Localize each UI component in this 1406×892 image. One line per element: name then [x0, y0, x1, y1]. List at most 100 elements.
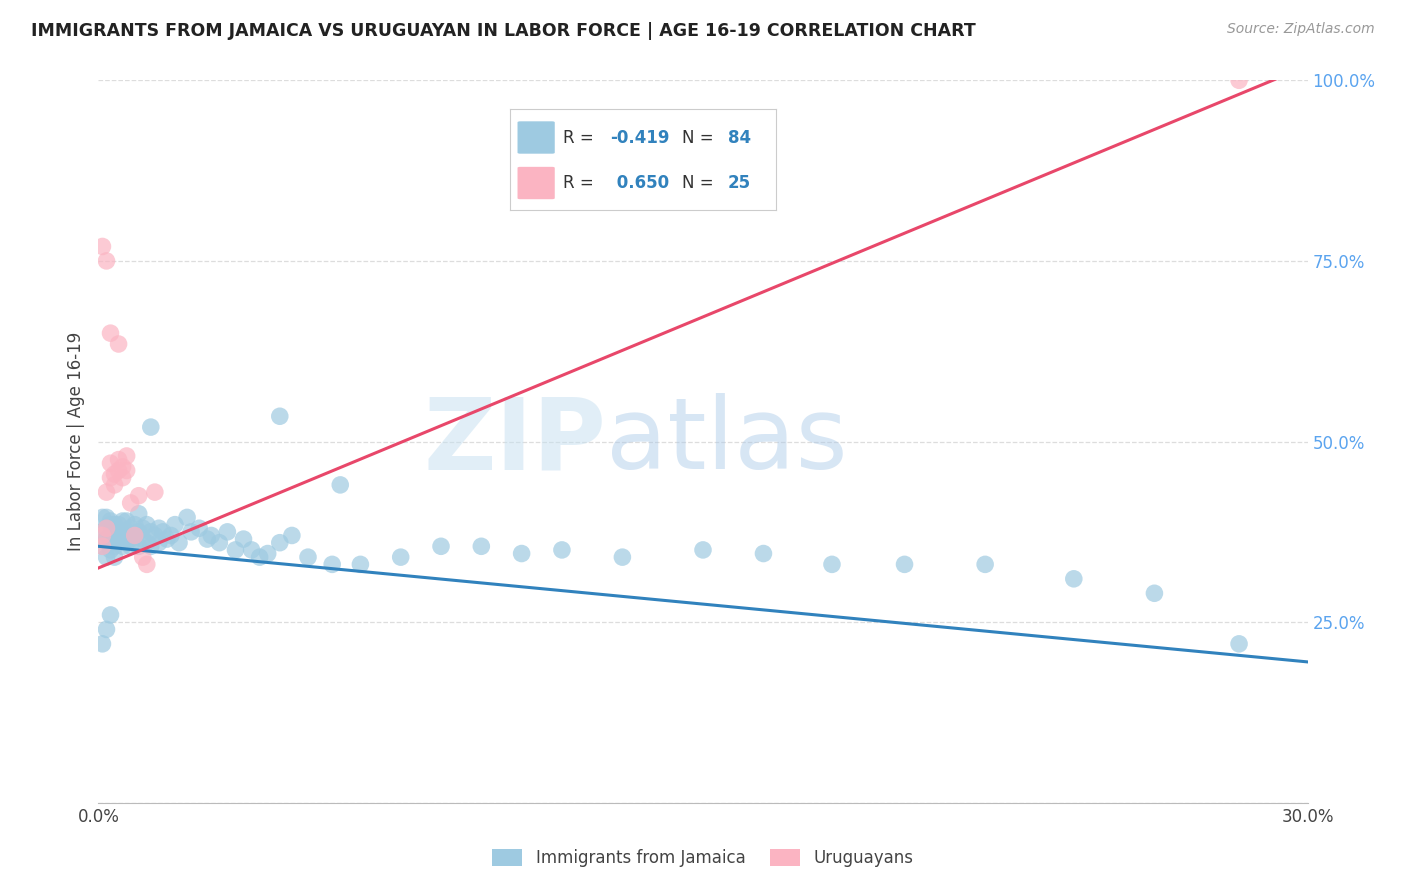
- Point: [100, 470, 122, 484]
- Point: [297, 550, 319, 565]
- Point: [180, 524, 202, 539]
- Point: [208, 535, 231, 549]
- Point: [143, 528, 166, 542]
- Point: [148, 521, 170, 535]
- Point: [107, 535, 129, 549]
- Point: [249, 550, 271, 565]
- Point: [176, 510, 198, 524]
- Point: [96, 485, 118, 500]
- Point: [96, 521, 118, 535]
- Point: [139, 539, 162, 553]
- Point: [111, 514, 134, 528]
- Point: [120, 539, 142, 553]
- Text: Source: ZipAtlas.com: Source: ZipAtlas.com: [1227, 22, 1375, 37]
- Point: [470, 539, 492, 553]
- Point: [107, 524, 129, 539]
- Point: [152, 524, 174, 539]
- Point: [100, 528, 122, 542]
- Text: ZIP: ZIP: [423, 393, 606, 490]
- Point: [135, 535, 157, 549]
- Point: [100, 456, 122, 470]
- Point: [124, 528, 146, 542]
- Point: [91, 239, 114, 253]
- Point: [120, 532, 142, 546]
- Point: [269, 535, 291, 549]
- Point: [612, 550, 634, 565]
- Point: [91, 539, 114, 553]
- Point: [115, 463, 138, 477]
- Point: [281, 528, 304, 542]
- Point: [232, 532, 254, 546]
- Point: [135, 558, 157, 572]
- Point: [111, 470, 134, 484]
- Point: [107, 337, 129, 351]
- Y-axis label: In Labor Force | Age 16-19: In Labor Force | Age 16-19: [66, 332, 84, 551]
- Point: [107, 452, 129, 467]
- Point: [111, 528, 134, 542]
- Point: [120, 496, 142, 510]
- Point: [256, 547, 278, 561]
- Point: [103, 517, 125, 532]
- Point: [510, 547, 533, 561]
- Point: [128, 539, 150, 553]
- Point: [269, 409, 291, 424]
- Point: [143, 485, 166, 500]
- Point: [107, 517, 129, 532]
- Point: [430, 539, 453, 553]
- Point: [111, 539, 134, 553]
- Point: [240, 542, 263, 557]
- Point: [821, 558, 844, 572]
- Point: [752, 547, 775, 561]
- Point: [195, 532, 218, 546]
- Point: [111, 459, 134, 474]
- Point: [132, 550, 155, 565]
- Point: [139, 524, 162, 539]
- Point: [551, 542, 574, 557]
- Point: [100, 517, 122, 532]
- Point: [103, 478, 125, 492]
- Point: [120, 521, 142, 535]
- Point: [224, 542, 246, 557]
- Point: [163, 517, 186, 532]
- Point: [103, 550, 125, 565]
- Point: [124, 528, 146, 542]
- Text: atlas: atlas: [606, 393, 848, 490]
- Point: [692, 542, 714, 557]
- Point: [91, 539, 114, 553]
- Point: [148, 535, 170, 549]
- Point: [200, 528, 222, 542]
- Point: [1143, 586, 1166, 600]
- Point: [103, 528, 125, 542]
- Point: [100, 326, 122, 340]
- Point: [217, 524, 239, 539]
- Point: [128, 524, 150, 539]
- Point: [893, 558, 915, 572]
- Point: [91, 637, 114, 651]
- Point: [139, 420, 162, 434]
- Point: [188, 521, 211, 535]
- Point: [349, 558, 371, 572]
- Point: [96, 532, 118, 546]
- Point: [132, 521, 155, 535]
- Point: [115, 449, 138, 463]
- Point: [103, 467, 125, 481]
- Point: [974, 558, 997, 572]
- Point: [107, 463, 129, 477]
- Point: [91, 524, 114, 539]
- Point: [135, 517, 157, 532]
- Point: [96, 253, 118, 268]
- Point: [329, 478, 352, 492]
- Point: [91, 528, 114, 542]
- Point: [103, 539, 125, 553]
- Point: [128, 507, 150, 521]
- Point: [91, 510, 114, 524]
- Text: IMMIGRANTS FROM JAMAICA VS URUGUAYAN IN LABOR FORCE | AGE 16-19 CORRELATION CHAR: IMMIGRANTS FROM JAMAICA VS URUGUAYAN IN …: [31, 22, 976, 40]
- Point: [1227, 73, 1250, 87]
- Point: [96, 623, 118, 637]
- Point: [1063, 572, 1085, 586]
- Point: [96, 521, 118, 535]
- Point: [115, 535, 138, 549]
- Point: [167, 535, 190, 549]
- Point: [156, 532, 179, 546]
- Point: [115, 524, 138, 539]
